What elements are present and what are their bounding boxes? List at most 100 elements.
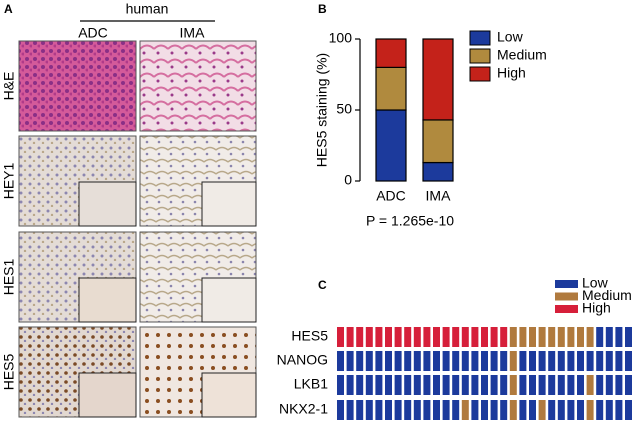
cell xyxy=(346,375,354,395)
cell xyxy=(375,327,383,347)
bar-segment xyxy=(375,66,407,111)
cell xyxy=(509,400,517,420)
cell xyxy=(596,375,604,395)
cell xyxy=(481,375,488,395)
cell xyxy=(433,375,440,395)
micrograph xyxy=(139,40,257,132)
cell xyxy=(529,400,536,420)
cell xyxy=(529,327,536,347)
cell xyxy=(404,400,412,420)
y-axis-label: HES5 staining (%) xyxy=(314,53,330,167)
cell xyxy=(615,400,623,420)
cell xyxy=(461,351,469,371)
cell xyxy=(567,400,575,420)
cell xyxy=(337,327,344,347)
x-tick-label: ADC xyxy=(376,188,406,204)
row-label: HES1 xyxy=(1,259,17,296)
cell xyxy=(500,327,508,347)
cell xyxy=(481,327,488,347)
cell xyxy=(471,351,479,371)
cell xyxy=(461,327,469,347)
cell xyxy=(596,351,604,371)
cell xyxy=(423,400,431,420)
panel-label: C xyxy=(318,278,327,292)
cell xyxy=(413,375,421,395)
cell xyxy=(337,375,344,395)
cell xyxy=(433,327,440,347)
cell xyxy=(577,400,584,420)
row-label: NANOG xyxy=(277,352,328,368)
cell xyxy=(577,375,584,395)
cell xyxy=(385,327,392,347)
cell xyxy=(452,327,460,347)
y-tick-label: 100 xyxy=(329,30,353,46)
cell xyxy=(625,375,632,395)
panel-label: A xyxy=(4,2,13,16)
cell xyxy=(548,400,556,420)
cell xyxy=(577,351,584,371)
legend-label: Medium xyxy=(582,287,632,303)
cell xyxy=(404,351,412,371)
cell xyxy=(586,327,594,347)
cell xyxy=(509,327,517,347)
inset xyxy=(78,372,137,418)
cell xyxy=(557,400,565,420)
cell xyxy=(481,400,488,420)
cell xyxy=(586,375,594,395)
bar-segment xyxy=(375,38,407,68)
legend-label: High xyxy=(582,300,611,316)
cell xyxy=(346,351,354,371)
cell xyxy=(433,351,440,371)
cell xyxy=(557,351,565,371)
row-label: HES5 xyxy=(291,328,328,344)
cell xyxy=(625,351,632,371)
cell xyxy=(605,375,613,395)
cell xyxy=(490,375,498,395)
cell xyxy=(356,375,364,395)
cell xyxy=(596,327,604,347)
cell xyxy=(452,375,460,395)
inset xyxy=(201,372,257,418)
cell xyxy=(356,400,364,420)
legend-swatch xyxy=(469,66,491,82)
legend-swatch xyxy=(469,30,491,46)
legend-label: Medium xyxy=(497,47,547,63)
cell xyxy=(605,351,613,371)
cell xyxy=(394,351,402,371)
cell xyxy=(365,375,373,395)
cell xyxy=(615,375,623,395)
cell xyxy=(423,351,431,371)
legend-label: Low xyxy=(497,29,524,45)
cell xyxy=(529,351,536,371)
cell xyxy=(509,351,517,371)
cell xyxy=(404,375,412,395)
cell xyxy=(452,400,460,420)
cell xyxy=(433,400,440,420)
cell xyxy=(413,400,421,420)
cell xyxy=(365,400,373,420)
cell xyxy=(596,400,604,420)
cell xyxy=(625,400,632,420)
cell xyxy=(625,327,632,347)
cell xyxy=(605,400,613,420)
cell xyxy=(548,375,556,395)
cell xyxy=(519,327,527,347)
cell xyxy=(413,327,421,347)
cell xyxy=(404,327,412,347)
column-label: ADC xyxy=(78,25,108,41)
micrograph-grid xyxy=(18,40,257,418)
cell xyxy=(385,351,392,371)
cell xyxy=(519,351,527,371)
bar-segment xyxy=(422,38,454,121)
cell xyxy=(394,400,402,420)
cell xyxy=(471,327,479,347)
legend-swatch xyxy=(469,48,491,64)
cell xyxy=(471,400,479,420)
cell xyxy=(529,375,536,395)
cell xyxy=(356,327,364,347)
cell xyxy=(442,327,450,347)
cell xyxy=(519,400,527,420)
cell xyxy=(461,375,469,395)
inset xyxy=(201,181,257,227)
cell xyxy=(538,327,546,347)
